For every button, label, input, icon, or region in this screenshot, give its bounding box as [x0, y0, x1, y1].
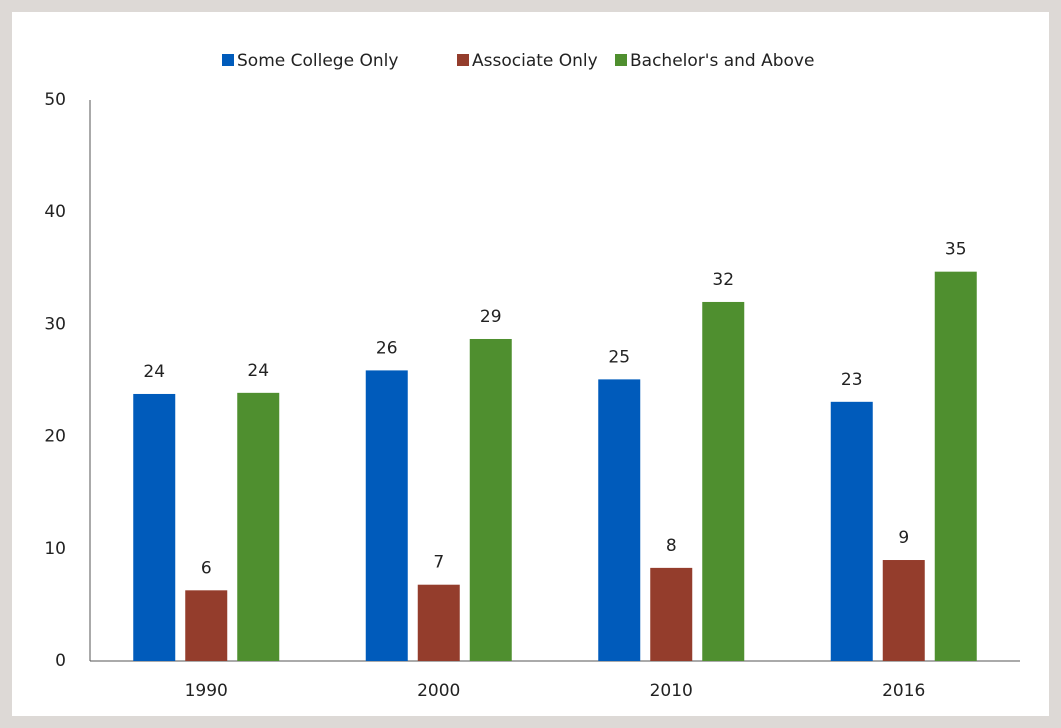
- legend-label: Associate Only: [472, 51, 598, 71]
- bar: [237, 392, 280, 661]
- data-label: 9: [898, 528, 909, 548]
- y-tick-label: 10: [44, 539, 66, 559]
- data-label: 8: [666, 536, 677, 556]
- data-label: 32: [712, 270, 734, 290]
- legend-label: Bachelor's and Above: [630, 51, 814, 71]
- data-label: 6: [201, 558, 212, 578]
- y-tick-label: 50: [44, 90, 66, 110]
- chart-background: [12, 12, 1049, 716]
- bar: [133, 393, 176, 661]
- bar: [882, 560, 925, 661]
- bar: [185, 590, 228, 661]
- bar: [417, 584, 460, 661]
- x-tick-label: 2016: [882, 681, 925, 701]
- data-label: 24: [143, 362, 165, 382]
- x-tick-label: 1990: [185, 681, 228, 701]
- data-label: 29: [480, 307, 502, 327]
- bar: [650, 567, 693, 661]
- x-tick-label: 2000: [417, 681, 460, 701]
- data-label: 24: [247, 361, 269, 381]
- legend-label: Some College Only: [237, 51, 398, 71]
- y-tick-label: 20: [44, 427, 66, 447]
- bar: [598, 379, 641, 661]
- data-label: 23: [841, 370, 863, 390]
- bar: [934, 271, 977, 661]
- data-label: 25: [608, 347, 630, 367]
- bar: [702, 301, 745, 661]
- y-tick-label: 0: [55, 651, 66, 671]
- bar: [469, 338, 512, 661]
- x-tick-label: 2010: [650, 681, 693, 701]
- bar: [365, 370, 408, 661]
- data-label: 35: [945, 240, 967, 260]
- legend-swatch: [615, 54, 627, 66]
- bar: [830, 401, 873, 661]
- legend-swatch: [457, 54, 469, 66]
- data-label: 7: [433, 553, 444, 573]
- legend-swatch: [222, 54, 234, 66]
- data-label: 26: [376, 338, 398, 358]
- y-tick-label: 30: [44, 314, 66, 334]
- y-tick-label: 40: [44, 202, 66, 222]
